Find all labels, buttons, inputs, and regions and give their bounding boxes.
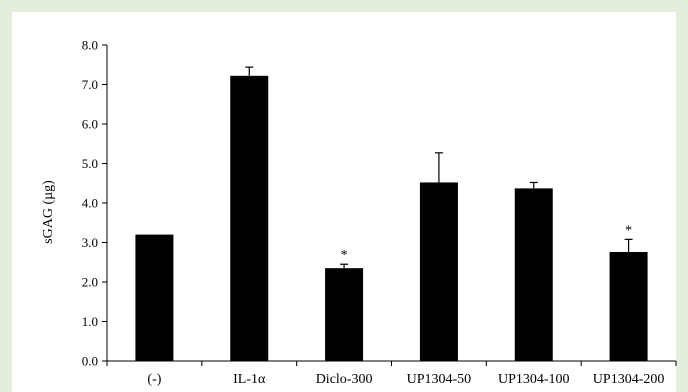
y-tick-label: 1.0 xyxy=(82,314,98,329)
y-tick-label: 4.0 xyxy=(82,196,98,211)
bar-5 xyxy=(609,251,648,361)
y-tick-label: 8.0 xyxy=(82,38,98,53)
chart-container: sGAG (µg) * * 0.0 1.0 2.0 3.0 4.0 5.0 6.0 7.0 8.0… xyxy=(8,8,680,392)
y-tick-label: 5.0 xyxy=(82,156,98,171)
y-tick-label: 6.0 xyxy=(82,117,98,132)
x-category-label-2: Diclo-300 xyxy=(316,372,373,387)
x-category-label-5: UP1304-200 xyxy=(593,372,665,387)
x-category-label-0: (-) xyxy=(147,372,161,387)
bar-1 xyxy=(230,75,269,361)
y-tick-label: 3.0 xyxy=(82,235,98,250)
y-tick-label: 0.0 xyxy=(82,354,98,369)
bar-4 xyxy=(514,188,553,361)
bar-3 xyxy=(419,182,458,361)
significance-marker-5: * xyxy=(625,223,632,238)
bar-2 xyxy=(325,268,364,361)
x-category-label-3: UP1304-50 xyxy=(407,372,472,387)
y-tick-label: 2.0 xyxy=(82,275,98,290)
bars-group: ** xyxy=(135,66,648,361)
y-axis-title: sGAG (µg) xyxy=(41,180,56,244)
x-category-label-4: UP1304-100 xyxy=(498,372,570,387)
significance-marker-2: * xyxy=(341,248,348,263)
bar-0 xyxy=(135,234,174,361)
x-category-label-1: IL-1α xyxy=(233,372,266,387)
y-tick-label: 7.0 xyxy=(82,77,98,92)
bar-chart: sGAG (µg) ** 0.01.02.03.04.05.06.07.08.0… xyxy=(12,12,677,392)
